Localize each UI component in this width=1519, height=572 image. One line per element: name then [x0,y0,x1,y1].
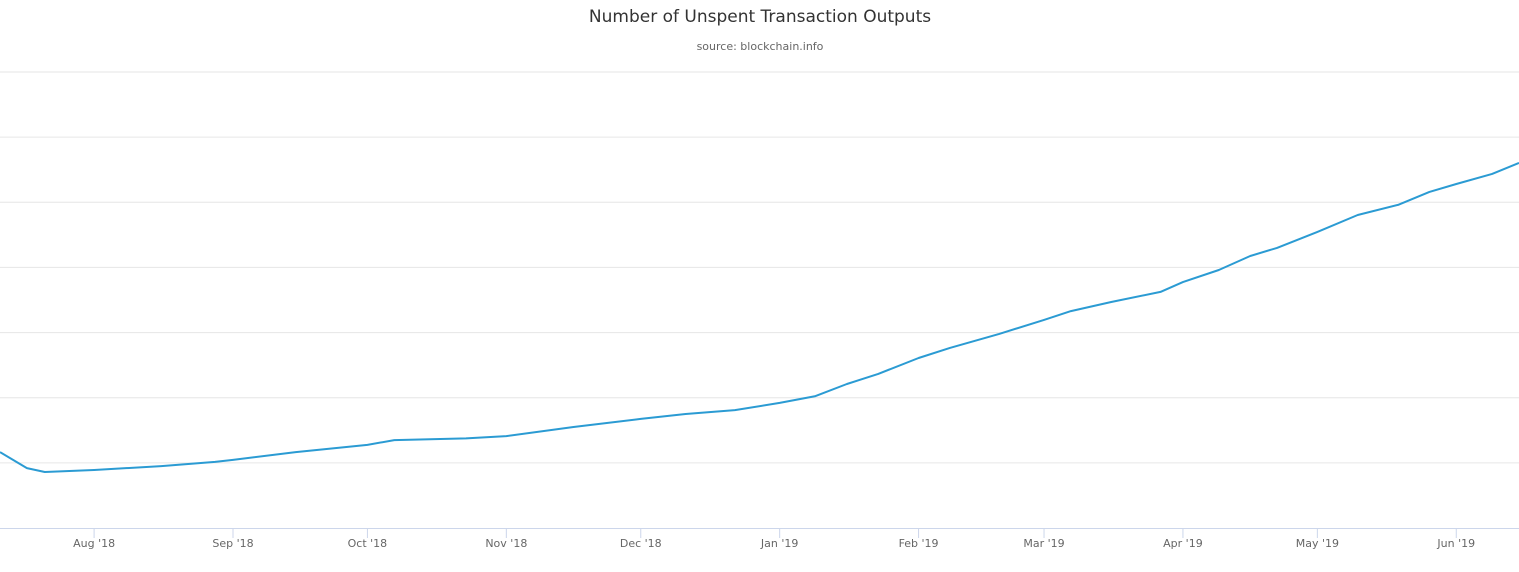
x-tick-label: Jun '19 [1436,537,1475,550]
x-tick-label: Dec '18 [620,537,662,550]
x-tick-label: Feb '19 [899,537,939,550]
x-tick-label: Mar '19 [1023,537,1064,550]
x-tick-label: Nov '18 [485,537,527,550]
x-tick-label: Sep '18 [212,537,253,550]
chart-subtitle: source: blockchain.info [697,40,824,53]
x-tick-label: Oct '18 [348,537,388,550]
x-tick-label: May '19 [1296,537,1339,550]
x-tick-label: Aug '18 [73,537,115,550]
x-tick-label: Jan '19 [760,537,798,550]
chart-title: Number of Unspent Transaction Outputs [589,7,931,27]
data-line [0,161,1519,473]
x-tick-label: Apr '19 [1163,537,1203,550]
